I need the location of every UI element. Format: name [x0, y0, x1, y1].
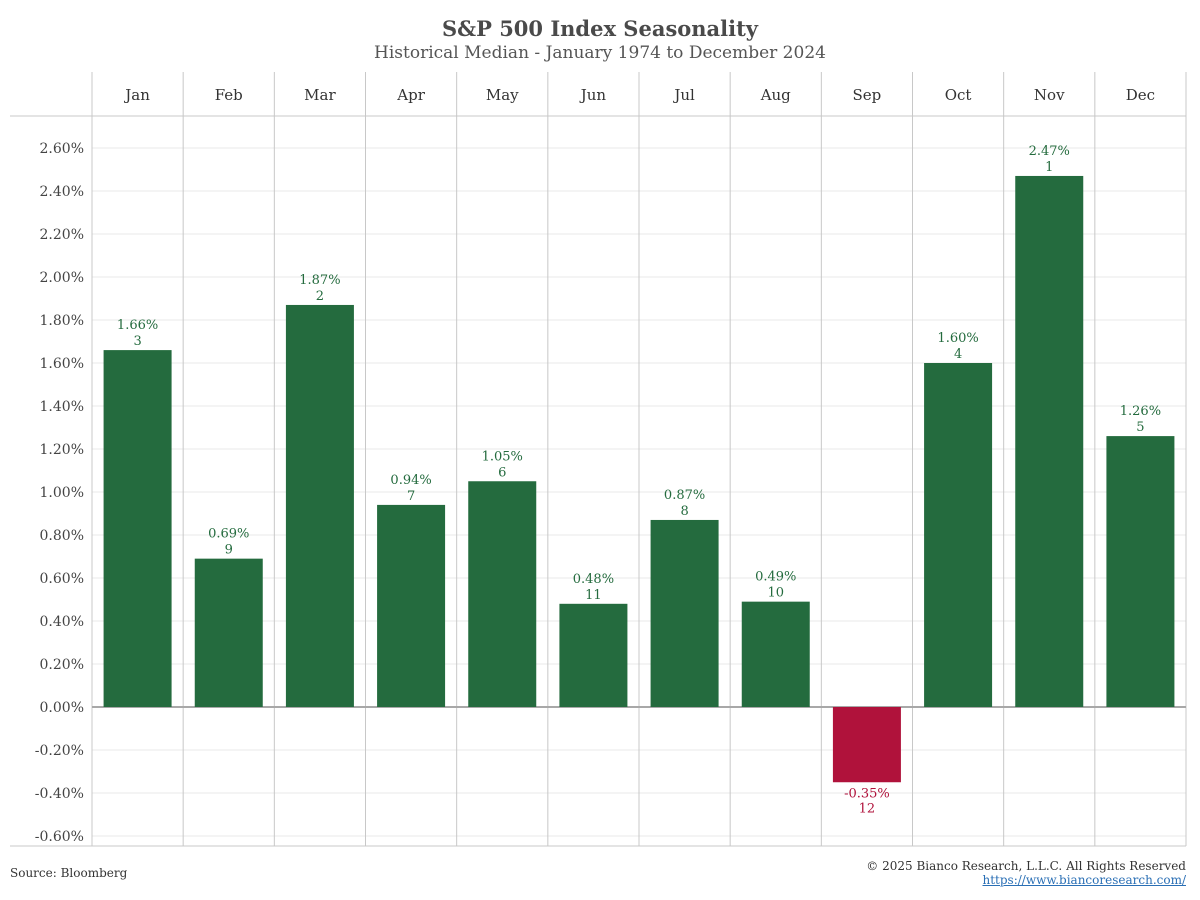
value-label: 0.69%: [208, 527, 249, 542]
rank-label: 12: [859, 801, 876, 816]
y-tick-label: -0.20%: [35, 743, 84, 759]
bar-jul: [650, 519, 719, 707]
bar-may: [468, 481, 537, 707]
y-tick-label: 1.40%: [40, 399, 84, 415]
rank-label: 9: [225, 543, 233, 558]
value-label: 0.87%: [664, 488, 705, 503]
month-header-feb: Feb: [215, 86, 243, 104]
y-tick-label: 1.60%: [40, 356, 84, 372]
bar-oct: [924, 363, 993, 707]
month-header-dec: Dec: [1126, 86, 1155, 104]
month-header-jan: Jan: [123, 86, 150, 104]
bar-aug: [741, 601, 810, 707]
month-header-may: May: [486, 86, 519, 104]
y-tick-label: 0.00%: [40, 700, 84, 716]
month-header-oct: Oct: [945, 86, 972, 104]
chart-title: S&P 500 Index Seasonality: [441, 16, 759, 41]
bar-jan: [103, 350, 172, 707]
bar-jun: [559, 603, 628, 707]
copyright-text: © 2025 Bianco Research, L.L.C. All Right…: [866, 859, 1186, 873]
value-label: 0.94%: [390, 473, 431, 488]
bar-dec: [1106, 436, 1175, 707]
month-header-sep: Sep: [853, 86, 882, 104]
rank-label: 11: [585, 588, 602, 603]
value-label: 1.05%: [482, 449, 523, 464]
rank-label: 1: [1045, 160, 1053, 175]
rank-label: 5: [1136, 420, 1144, 435]
source-note: Source: Bloomberg: [10, 866, 128, 880]
y-tick-label: 2.60%: [40, 141, 84, 157]
month-header-apr: Apr: [396, 86, 425, 104]
rank-label: 8: [680, 504, 688, 519]
y-tick-label: 0.20%: [40, 657, 84, 673]
value-label: 1.60%: [937, 331, 978, 346]
value-label: 0.49%: [755, 570, 796, 585]
y-tick-label: 0.40%: [40, 614, 84, 630]
bar-mar: [285, 304, 354, 707]
bar-feb: [194, 558, 263, 707]
month-header-jul: Jul: [672, 86, 695, 104]
value-label: -0.35%: [844, 786, 890, 801]
y-tick-label: 2.20%: [40, 227, 84, 243]
month-header-aug: Aug: [760, 86, 791, 104]
value-label: 0.48%: [573, 572, 614, 587]
bar-sep: [832, 707, 901, 783]
value-label: 1.26%: [1120, 404, 1161, 419]
copyright-block: © 2025 Bianco Research, L.L.C. All Right…: [866, 859, 1186, 887]
y-tick-label: -0.60%: [35, 829, 84, 845]
value-label: 2.47%: [1029, 144, 1070, 159]
y-tick-label: 2.00%: [40, 270, 84, 286]
month-header-nov: Nov: [1034, 86, 1065, 104]
y-tick-label: 1.80%: [40, 313, 84, 329]
bar-nov: [1015, 175, 1084, 707]
rank-label: 6: [498, 465, 506, 480]
rank-label: 10: [767, 586, 784, 601]
month-header-jun: Jun: [579, 86, 607, 104]
rank-label: 2: [316, 289, 324, 304]
rank-label: 4: [954, 347, 962, 362]
rank-label: 7: [407, 489, 415, 504]
chart-subtitle: Historical Median - January 1974 to Dece…: [374, 43, 826, 63]
y-tick-label: 1.00%: [40, 485, 84, 501]
y-tick-label: -0.40%: [35, 786, 84, 802]
y-tick-label: 1.20%: [40, 442, 84, 458]
y-tick-label: 0.80%: [40, 528, 84, 544]
website-link[interactable]: https://www.biancoresearch.com/: [982, 873, 1186, 887]
y-tick-label: 0.60%: [40, 571, 84, 587]
bar-apr: [377, 504, 446, 707]
y-tick-label: 2.40%: [40, 184, 84, 200]
value-label: 1.66%: [117, 318, 158, 333]
rank-label: 3: [133, 334, 141, 349]
month-header-mar: Mar: [304, 86, 336, 104]
value-label: 1.87%: [299, 273, 340, 288]
